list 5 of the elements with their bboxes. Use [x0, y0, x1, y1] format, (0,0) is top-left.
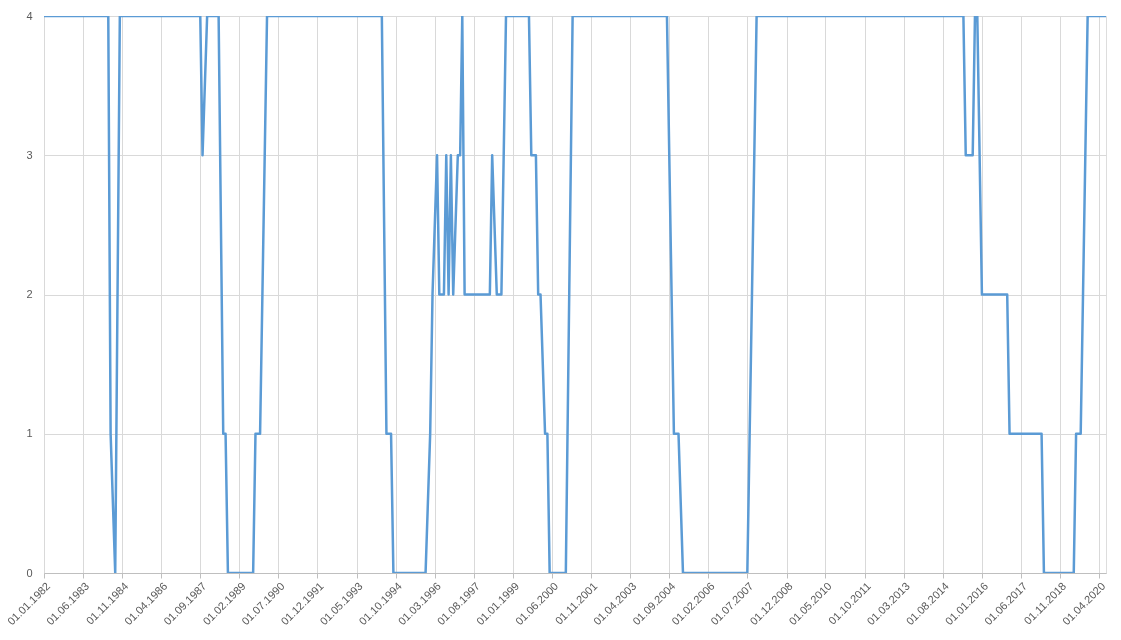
y-tick-label: 0: [26, 566, 33, 579]
y-tick-label: 4: [26, 9, 33, 22]
y-tick-label: 2: [26, 288, 33, 300]
y-tick-label: 1: [26, 427, 33, 440]
y-tick-label: 3: [26, 148, 33, 161]
